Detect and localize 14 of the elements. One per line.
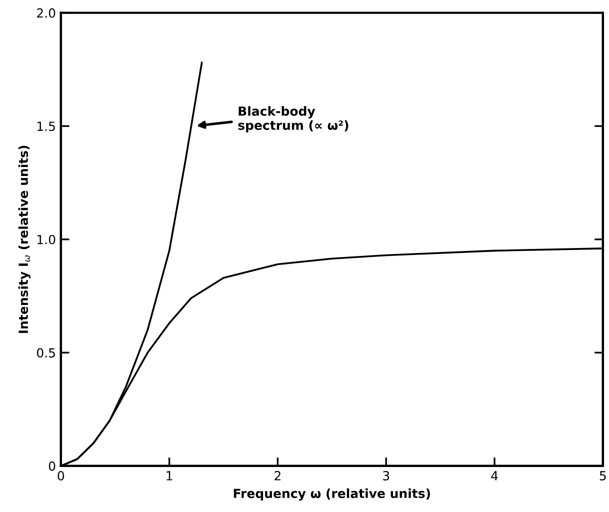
x-tick-label: 1	[166, 471, 172, 480]
y-tick-label: 0.5	[36, 348, 55, 358]
y-tick-label: 1.0	[38, 234, 56, 244]
y-tick-label: 2.0	[37, 8, 56, 18]
x-tick-label: 4	[491, 471, 498, 480]
x-tick-label: 5	[600, 471, 606, 480]
y-axis-title: Intensity I$_{ω}$ (relative units)	[18, 146, 31, 333]
x-tick-label: 3	[383, 471, 390, 480]
y-tick-label: 1.5	[38, 122, 55, 132]
annotation: Black-body spectrum (∝ ω²)	[238, 106, 348, 132]
x-tick-label: 0	[58, 471, 64, 480]
x-axis-title: Frequency ω (relative units)	[234, 488, 430, 501]
y-tick-label: 0	[48, 461, 56, 471]
x-tick-label: 2	[274, 471, 280, 480]
